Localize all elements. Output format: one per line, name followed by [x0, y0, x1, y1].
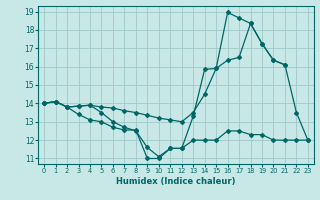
- X-axis label: Humidex (Indice chaleur): Humidex (Indice chaleur): [116, 177, 236, 186]
